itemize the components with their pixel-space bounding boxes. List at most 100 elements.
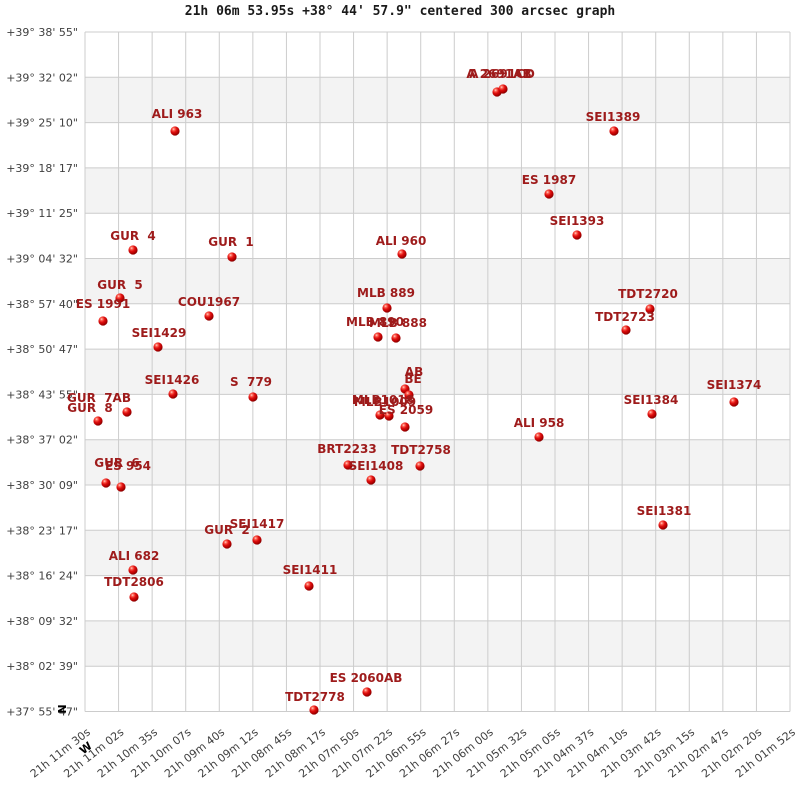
star-label: MLB1018 xyxy=(352,393,414,407)
star-point xyxy=(128,245,138,255)
star-point xyxy=(343,460,353,470)
star-label: TDT2723 xyxy=(595,310,655,324)
shaded-band xyxy=(85,620,790,667)
star-point xyxy=(397,249,407,259)
star-label: SEI1417 xyxy=(230,517,285,531)
star-point xyxy=(729,397,739,407)
y-axis-tick-label: +38° 23' 17" xyxy=(6,524,78,537)
star-label: TDT2778 xyxy=(285,690,345,704)
y-axis-tick-label: +38° 16' 24" xyxy=(6,570,78,583)
star-label: ES 2060AB xyxy=(330,671,403,685)
star-point xyxy=(645,304,655,314)
star-label: SEI1411 xyxy=(283,563,338,577)
star-label: BRT2233 xyxy=(317,442,376,456)
y-axis-tick-label: +38° 50' 47" xyxy=(6,343,78,356)
star-label: GUR 1 xyxy=(208,235,254,249)
y-axis-tick-label: +38° 02' 39" xyxy=(6,660,78,673)
star-point xyxy=(116,482,126,492)
shaded-band xyxy=(85,439,790,485)
y-axis-tick-label: +39° 38' 55" xyxy=(6,26,78,39)
star-point xyxy=(98,316,108,326)
y-axis-tick-label: +39° 11' 25" xyxy=(6,207,78,220)
star-label: AB xyxy=(405,365,423,379)
star-label: ES 1987 xyxy=(522,173,576,187)
star-point xyxy=(647,409,657,419)
star-label: GUR 2 xyxy=(204,523,250,537)
star-point xyxy=(373,332,383,342)
star-label: GUR 8 xyxy=(67,401,113,415)
star-point xyxy=(621,325,631,335)
star-point xyxy=(404,390,414,400)
star-point xyxy=(544,189,554,199)
star-point xyxy=(115,293,125,303)
y-axis-tick-label: +39° 25' 10" xyxy=(6,117,78,130)
y-axis-tick-label: +37° 55' 47" xyxy=(6,706,78,719)
star-label: BE xyxy=(404,372,421,386)
star-point xyxy=(609,126,619,136)
star-label: SEI1429 xyxy=(132,326,187,340)
y-axis-tick-label: +39° 04' 32" xyxy=(6,253,78,266)
star-point xyxy=(382,303,392,313)
star-label: COU1967 xyxy=(178,295,240,309)
star-point xyxy=(153,342,163,352)
shaded-band xyxy=(85,77,790,123)
chart-title: 21h 06m 53.95s +38° 44' 57.9" centered 3… xyxy=(184,4,616,19)
star-label: S 779 xyxy=(230,375,272,389)
shaded-band xyxy=(85,258,790,304)
x-axis-tick-label: 21h 01m 52s xyxy=(733,725,798,780)
y-axis-tick-label: +38° 57' 40" xyxy=(6,298,78,311)
star-label: A 2691CD xyxy=(469,67,535,81)
y-axis-tick-label: +39° 18' 17" xyxy=(6,162,78,175)
y-axis-tick-label: +38° 09' 32" xyxy=(6,615,78,628)
shaded-band xyxy=(85,349,790,395)
star-point xyxy=(101,478,111,488)
star-point xyxy=(375,410,385,420)
star-label: MLB 888 xyxy=(369,316,427,330)
star-point xyxy=(391,333,401,343)
star-label: MLB1009 xyxy=(354,395,416,409)
shaded-band xyxy=(85,530,790,576)
star-label: SEI1381 xyxy=(637,504,692,518)
star-point xyxy=(222,539,232,549)
y-axis-tick-label: +38° 43' 55" xyxy=(6,388,78,401)
star-label: GUR 5 xyxy=(97,278,143,292)
star-point xyxy=(129,592,139,602)
star-point xyxy=(227,252,237,262)
star-point xyxy=(362,687,372,697)
star-point xyxy=(534,432,544,442)
star-point xyxy=(498,84,508,94)
star-label: ES 1991 xyxy=(76,297,130,311)
y-axis-tick-label: +38° 30' 09" xyxy=(6,479,78,492)
star-label: SEI1389 xyxy=(586,110,641,124)
star-label: SEI1426 xyxy=(145,373,200,387)
star-point xyxy=(122,407,132,417)
star-point xyxy=(204,311,214,321)
star-point xyxy=(170,126,180,136)
star-point xyxy=(384,411,394,421)
star-point xyxy=(168,389,178,399)
star-point xyxy=(252,535,262,545)
y-axis-tick-label: +39° 32' 02" xyxy=(6,71,78,84)
star-point xyxy=(93,416,103,426)
compass-north-label: N xyxy=(56,704,69,713)
star-label: SEI1393 xyxy=(550,214,605,228)
shaded-band xyxy=(85,167,790,214)
star-label: TDT2758 xyxy=(391,443,451,457)
y-axis-tick-label: +38° 37' 02" xyxy=(6,434,78,447)
star-label: MLB 889 xyxy=(357,286,415,300)
star-label: SEI1408 xyxy=(349,459,404,473)
star-label: TDT2806 xyxy=(104,575,164,589)
star-label: ALI 958 xyxy=(514,416,565,430)
star-point xyxy=(400,422,410,432)
star-label: ALI 963 xyxy=(152,107,203,121)
star-label: SEI1374 xyxy=(707,378,762,392)
star-label: TDT2720 xyxy=(618,287,678,301)
star-point xyxy=(572,230,582,240)
star-label: ES 2059 xyxy=(379,403,433,417)
star-label: A 2691AB xyxy=(466,67,531,81)
star-point xyxy=(309,705,319,715)
star-label: MLB 890 xyxy=(346,315,404,329)
star-point xyxy=(248,392,258,402)
